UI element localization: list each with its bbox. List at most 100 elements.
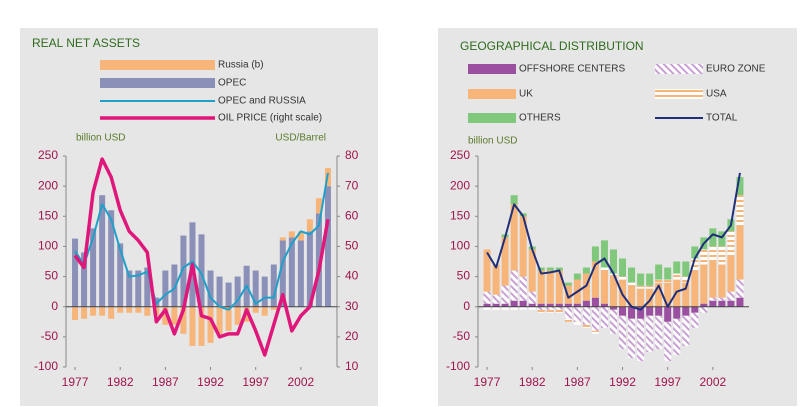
bar xyxy=(582,306,590,325)
bar xyxy=(727,291,735,301)
bar xyxy=(288,231,295,238)
y2-tick-label: 70 xyxy=(345,178,359,192)
bar xyxy=(691,270,699,307)
bar xyxy=(664,321,672,361)
bar xyxy=(718,264,726,298)
bar xyxy=(673,261,681,274)
bar xyxy=(180,306,187,334)
bar xyxy=(700,249,708,265)
bar xyxy=(117,243,124,307)
y-tick-label: 200 xyxy=(38,178,58,192)
bar xyxy=(528,249,536,292)
bar xyxy=(528,303,536,307)
y2-axis-label: USD/Barrel xyxy=(275,133,326,144)
y2-tick-label: 50 xyxy=(345,239,359,253)
bar xyxy=(492,306,500,310)
bar xyxy=(315,198,322,214)
legend-label: OPEC xyxy=(218,78,246,89)
line xyxy=(73,157,330,357)
bar xyxy=(510,300,518,307)
y-tick-label: 50 xyxy=(45,269,59,283)
bar xyxy=(306,231,313,307)
bar xyxy=(546,309,554,313)
bar xyxy=(126,306,133,313)
bar xyxy=(619,315,627,349)
bar xyxy=(279,237,286,241)
bar xyxy=(492,303,500,307)
bar xyxy=(646,306,654,316)
bar xyxy=(510,270,518,301)
bar xyxy=(600,267,608,271)
bar xyxy=(483,291,491,304)
y-tick-label: 250 xyxy=(38,148,58,162)
bar xyxy=(207,270,214,307)
bar xyxy=(582,300,590,307)
bar xyxy=(501,237,509,286)
bar xyxy=(610,309,617,334)
bar xyxy=(135,306,142,313)
bar xyxy=(537,270,545,304)
bar xyxy=(591,330,599,334)
bar xyxy=(261,276,268,307)
bar xyxy=(691,246,699,259)
bar xyxy=(600,270,608,304)
bar xyxy=(234,276,241,307)
bar xyxy=(564,318,572,322)
bar xyxy=(637,288,645,307)
chart-title: REAL NET ASSETS xyxy=(32,36,140,50)
bar xyxy=(682,261,690,277)
bar xyxy=(628,306,636,319)
y-tick-label: -50 xyxy=(41,329,59,343)
bar xyxy=(591,261,599,298)
bar xyxy=(162,306,169,325)
bar xyxy=(736,177,744,196)
bar xyxy=(270,306,277,310)
legend-swatch xyxy=(100,60,215,70)
y2-tick-label: 80 xyxy=(345,148,359,162)
bar xyxy=(646,273,654,286)
x-tick-label: 1982 xyxy=(519,375,546,389)
bar xyxy=(171,264,178,307)
legend-label: OFFSHORE CENTERS xyxy=(519,64,625,75)
line xyxy=(486,172,741,311)
bar xyxy=(591,246,599,262)
y-tick-label: 0 xyxy=(463,299,470,313)
bar xyxy=(709,297,717,301)
bar xyxy=(297,240,304,307)
bar xyxy=(664,279,672,283)
bar xyxy=(528,306,536,310)
bar xyxy=(198,234,205,307)
bar xyxy=(90,306,97,316)
bar xyxy=(279,240,286,307)
legend-label: OIL PRICE (right scale) xyxy=(218,113,322,124)
bar xyxy=(564,306,572,319)
bar xyxy=(727,255,735,292)
bar xyxy=(252,306,259,313)
bar xyxy=(637,285,645,289)
bar xyxy=(700,306,708,313)
y-tick-label: 150 xyxy=(38,208,58,222)
bar xyxy=(528,291,536,304)
bar xyxy=(483,249,491,292)
bar xyxy=(573,303,581,307)
bar xyxy=(315,213,322,307)
bar xyxy=(682,315,690,346)
bar xyxy=(306,219,313,232)
bar xyxy=(736,297,744,307)
bar xyxy=(108,306,115,319)
bar xyxy=(600,303,608,307)
bar xyxy=(135,270,142,307)
x-tick-label: 1992 xyxy=(197,375,224,389)
bar xyxy=(519,300,527,307)
bar xyxy=(646,285,654,289)
y-tick-label: 0 xyxy=(51,299,58,313)
y2-tick-label: 30 xyxy=(345,299,359,313)
bar xyxy=(582,324,590,328)
y2-tick-label: 20 xyxy=(345,329,359,343)
bar xyxy=(610,306,617,310)
bar xyxy=(510,195,518,205)
bar xyxy=(573,321,581,325)
bar xyxy=(126,270,133,307)
bar xyxy=(225,282,232,307)
bar xyxy=(664,282,672,307)
